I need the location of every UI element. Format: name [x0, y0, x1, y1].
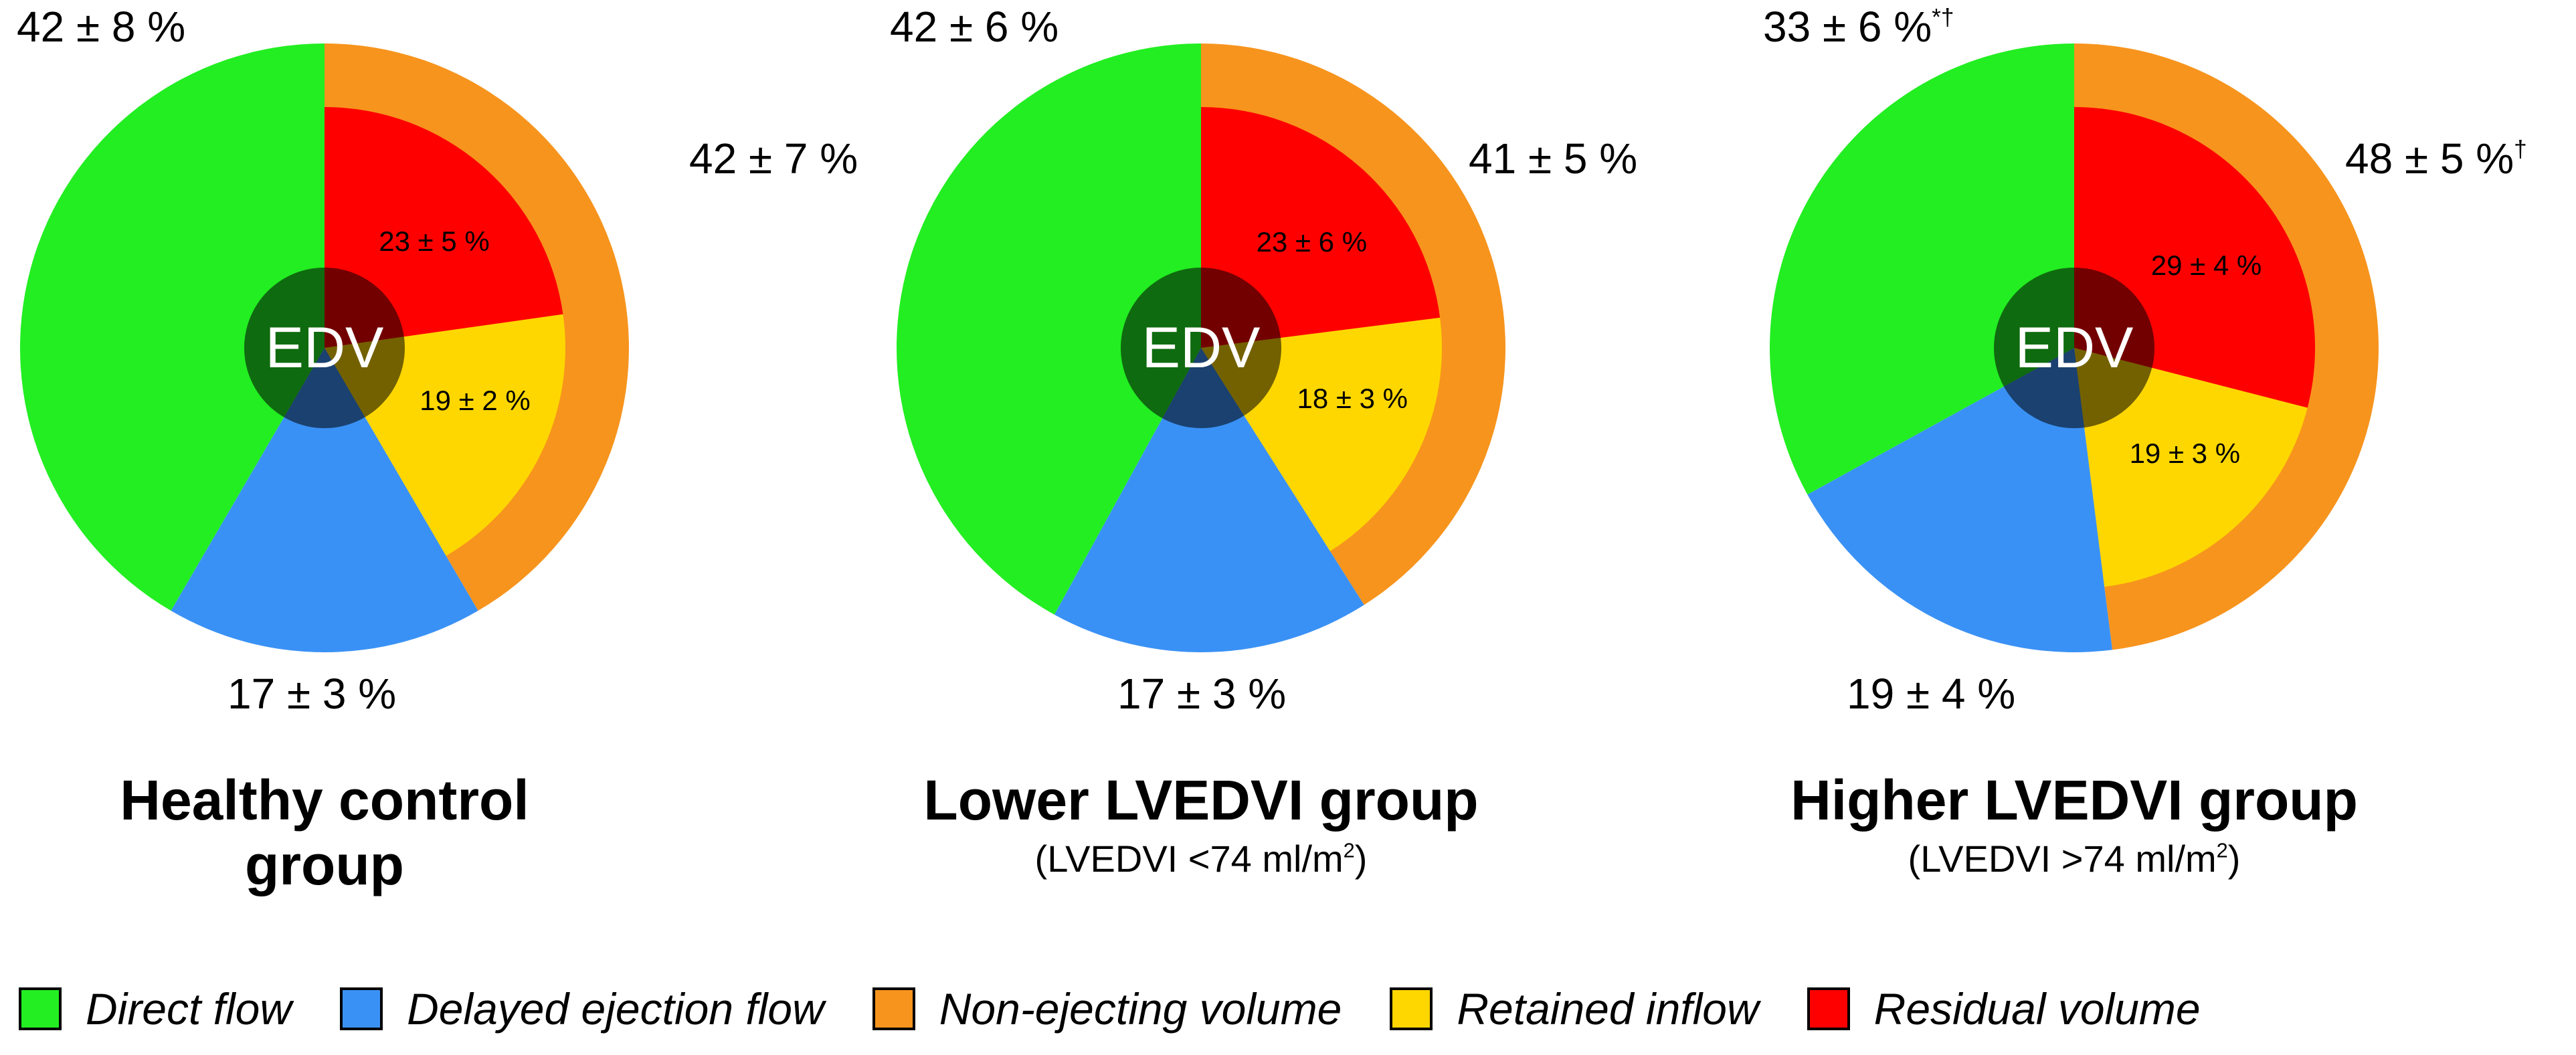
slice-direct-flow: [896, 43, 1201, 615]
pie-chart-1: [19, 43, 630, 653]
retained-inflow-value: 19 ± 2 %: [420, 384, 531, 416]
legend-item: Retained inflow: [1390, 983, 1759, 1034]
legend-label: Residual volume: [1873, 984, 2201, 1034]
residual-volume-value: 29 ± 4 %: [2150, 249, 2262, 281]
legend-swatch: [872, 987, 915, 1030]
slice-delayed-ejection-flow: [171, 348, 478, 653]
legend-swatch: [19, 987, 62, 1030]
retained-inflow-value: 19 ± 3 %: [2129, 437, 2241, 469]
slice-retained-inflow: [2074, 348, 2308, 587]
legend-swatch: [1807, 987, 1850, 1030]
legend-label: Non-ejecting volume: [939, 984, 1342, 1034]
legend-item: Delayed ejection flow: [340, 983, 824, 1034]
direct-flow-value: 42 ± 8 %: [17, 3, 186, 51]
residual-volume-value: 23 ± 5 %: [379, 225, 490, 258]
group-title: Healthy control group: [120, 769, 529, 896]
legend-label: Retained inflow: [1457, 984, 1759, 1034]
non-ejecting-value: 41 ± 5 %: [1469, 134, 1638, 183]
non-ejecting-value: 42 ± 7 %: [689, 134, 858, 183]
edv-label: EDV: [265, 316, 384, 380]
delayed-ejection-value: 17 ± 3 %: [227, 670, 397, 718]
group-subtitle: (LVEDVI <74 ml/m2): [1034, 838, 1368, 880]
pie-chart-3: [1769, 43, 2379, 652]
edv-center-circle: [1994, 268, 2154, 428]
non-ejecting-value: 48 ± 5 %†: [2345, 134, 2527, 183]
legend-item: Non-ejecting volume: [872, 983, 1342, 1034]
delayed-ejection-value: 17 ± 3 %: [1117, 670, 1287, 718]
edv-label: EDV: [2015, 316, 2134, 380]
legend-swatch: [340, 987, 383, 1030]
pie-charts-canvas: [19, 43, 2379, 653]
edv-center-circle: [244, 268, 405, 428]
edv-label: EDV: [1141, 316, 1261, 380]
slice-direct-flow: [1769, 43, 2074, 495]
slice-delayed-ejection-flow: [1807, 348, 2113, 652]
direct-flow-value: 42 ± 6 %: [890, 3, 1059, 51]
significance-mark: *†: [1932, 4, 1954, 31]
legend-item: Direct flow: [19, 983, 292, 1034]
slice-delayed-ejection-flow: [1054, 348, 1364, 653]
legend-item: Residual volume: [1807, 983, 2201, 1034]
slice-residual-volume: [325, 107, 563, 348]
legend-label: Delayed ejection flow: [407, 984, 824, 1034]
pie-chart-2: [896, 43, 1506, 653]
slice-residual-volume: [1201, 107, 1441, 348]
retained-inflow-value: 18 ± 3 %: [1297, 383, 1408, 415]
legend: Direct flow Delayed ejection flow Non-ejec…: [19, 982, 2249, 1036]
group-title: Higher LVEDVI group: [1790, 769, 2358, 832]
residual-volume-value: 23 ± 6 %: [1256, 226, 1368, 258]
significance-mark: †: [2514, 136, 2527, 163]
slice-direct-flow: [19, 43, 325, 611]
delayed-ejection-value: 19 ± 4 %: [1847, 670, 2016, 718]
group-title: Lower LVEDVI group: [923, 769, 1479, 832]
edv-center-circle: [1121, 268, 1281, 428]
legend-swatch: [1390, 987, 1433, 1030]
legend-label: Direct flow: [86, 984, 292, 1034]
direct-flow-value: 33 ± 6 %*†: [1763, 3, 1954, 51]
group-subtitle: (LVEDVI >74 ml/m2): [1908, 838, 2241, 880]
